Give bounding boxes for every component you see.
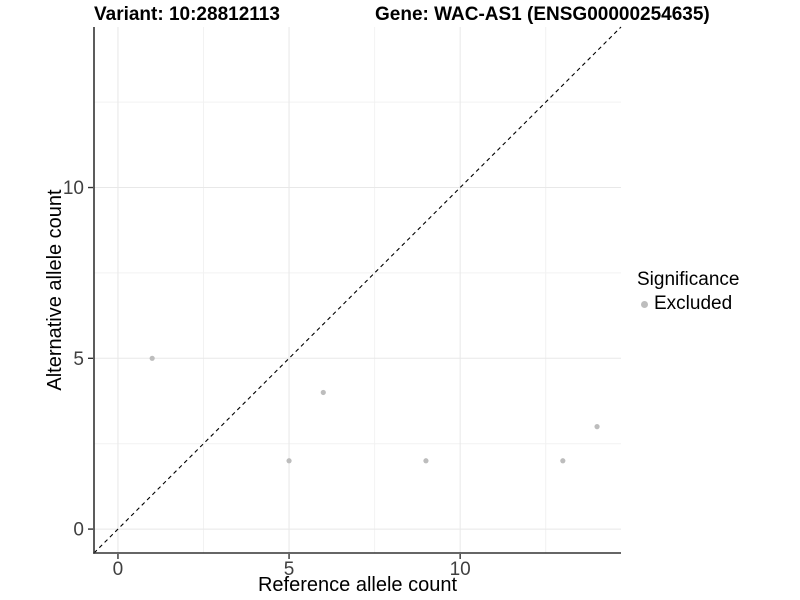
x-axis-tick-label: 10 xyxy=(450,559,471,580)
y-axis-tick-label: 10 xyxy=(63,178,84,199)
data-point xyxy=(594,424,600,430)
y-axis-tick-label: 5 xyxy=(73,349,84,370)
data-point xyxy=(286,458,292,464)
legend: Significance Excluded xyxy=(637,269,739,315)
legend-item-label: Excluded xyxy=(654,292,733,314)
data-point xyxy=(320,389,326,396)
data-point xyxy=(423,458,429,464)
x-axis-title: Reference allele count xyxy=(257,574,457,596)
data-point xyxy=(560,458,566,464)
x-axis-tick-label: 5 xyxy=(284,559,295,580)
legend-point-icon xyxy=(641,300,648,308)
data-point xyxy=(149,355,155,361)
y-axis-title: Alternative allele count xyxy=(44,189,66,391)
legend-item-excluded: Excluded xyxy=(637,292,739,315)
x-axis-tick-label: 0 xyxy=(113,559,124,580)
variant-title: Variant: 10:28812113 xyxy=(94,4,280,25)
legend-title: Significance xyxy=(637,269,740,290)
identity-dashed-line xyxy=(93,26,622,554)
gene-title: Gene: WAC-AS1 (ENSG00000254635) xyxy=(375,4,710,25)
y-axis-tick-label: 0 xyxy=(73,520,84,541)
